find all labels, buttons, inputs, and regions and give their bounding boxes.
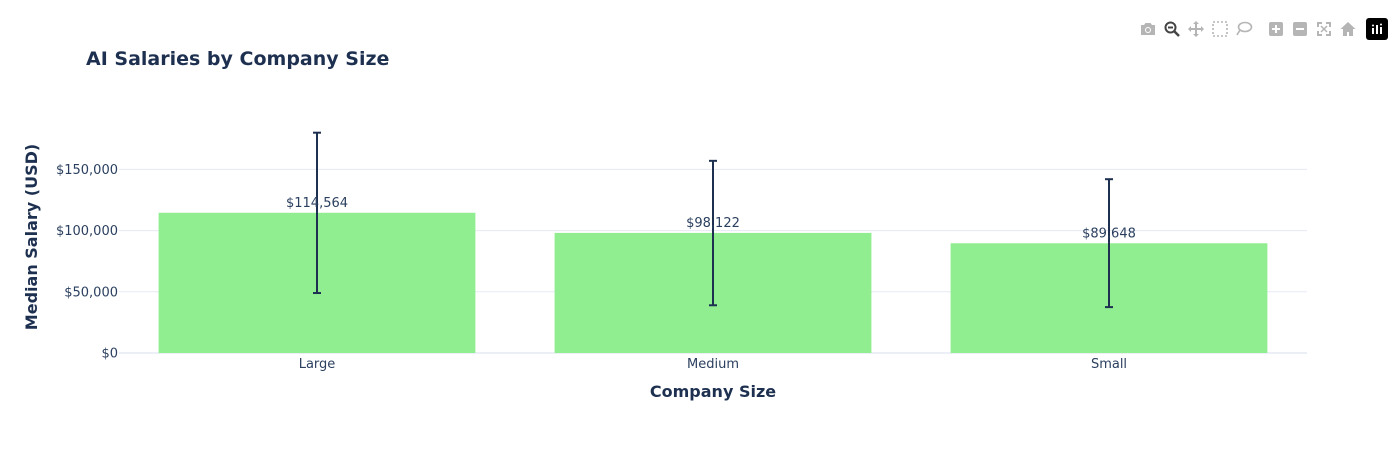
error-bar-layer — [313, 131, 1113, 309]
plotly-logo-icon[interactable] — [1366, 18, 1388, 40]
x-axis-title: Company Size — [650, 382, 776, 401]
zoom-in-icon[interactable] — [1264, 17, 1288, 41]
x-tick-label: Large — [299, 357, 336, 372]
lasso-icon[interactable] — [1232, 17, 1256, 41]
modebar — [1136, 17, 1388, 41]
pan-icon[interactable] — [1184, 17, 1208, 41]
zoom-icon[interactable] — [1160, 17, 1184, 41]
reset-axes-icon[interactable] — [1336, 17, 1360, 41]
zoom-out-icon[interactable] — [1288, 17, 1312, 41]
box-select-icon[interactable] — [1208, 17, 1232, 41]
autoscale-icon[interactable] — [1312, 17, 1336, 41]
y-axis-title: Median Salary (USD) — [22, 144, 41, 330]
camera-icon[interactable] — [1136, 17, 1160, 41]
x-tick-label: Medium — [687, 357, 739, 372]
chart-title: AI Salaries by Company Size — [86, 48, 389, 70]
x-tick-label: Small — [1091, 357, 1127, 372]
data-label: $98,122 — [686, 216, 740, 231]
y-tick-label: $50,000 — [64, 285, 118, 300]
tick-layer: $0 $50,000 $100,000 $150,000 Large Medium Smal… — [56, 163, 1127, 372]
y-tick-label: $0 — [101, 347, 118, 362]
data-label: $89,648 — [1082, 226, 1136, 241]
y-tick-label: $100,000 — [56, 224, 118, 239]
data-label: $114,564 — [286, 196, 348, 211]
y-tick-label: $150,000 — [56, 163, 118, 178]
data-label-layer: $114,564 $98,122 $89,648 — [286, 196, 1136, 241]
